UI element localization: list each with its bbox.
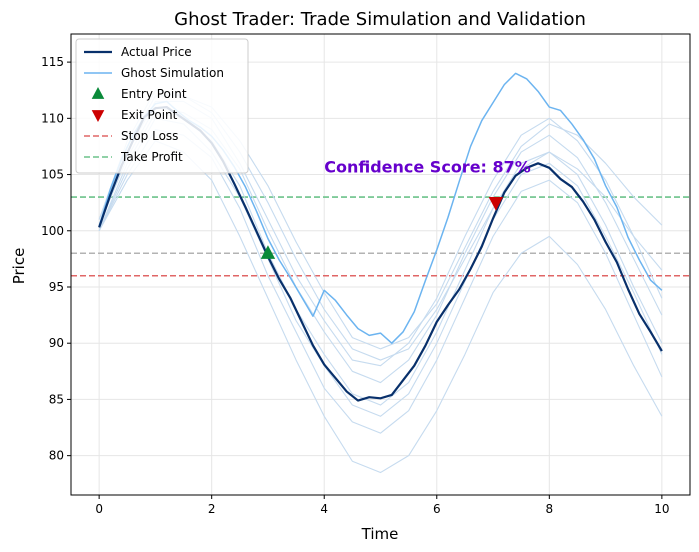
legend-label-stop-loss: Stop Loss xyxy=(121,129,178,143)
chart-title: Ghost Trader: Trade Simulation and Valid… xyxy=(174,9,586,30)
x-tick-label: 4 xyxy=(320,502,328,516)
exit-point-marker xyxy=(488,197,504,211)
grid xyxy=(71,34,690,495)
legend-label-take-profit: Take Profit xyxy=(120,150,183,164)
legend-label-actual-price: Actual Price xyxy=(121,45,192,59)
y-tick-label: 95 xyxy=(49,280,64,294)
legend-label-exit-point: Exit Point xyxy=(121,108,178,122)
legend-box xyxy=(75,38,249,174)
x-axis-label: Time xyxy=(361,525,399,543)
y-axis-label: Price xyxy=(10,248,28,285)
legend-swatch-entry-point xyxy=(91,87,105,99)
legend-label-entry-point: Entry Point xyxy=(121,87,187,101)
x-tick-label: 2 xyxy=(208,502,216,516)
y-tick-label: 80 xyxy=(49,449,64,463)
y-tick-label: 105 xyxy=(41,168,64,182)
x-tick-label: 10 xyxy=(654,502,669,516)
confidence-annotation: Confidence Score: 87% xyxy=(324,158,531,177)
y-tick-label: 110 xyxy=(41,111,64,125)
x-tick-label: 0 xyxy=(95,502,103,516)
y-tick-label: 90 xyxy=(49,336,64,350)
plot-frame xyxy=(70,33,691,496)
entry-point-marker xyxy=(260,245,276,259)
y-tick-label: 115 xyxy=(41,55,64,69)
ghost-path-line xyxy=(98,140,663,474)
x-tick-label: 8 xyxy=(545,502,553,516)
y-tick-label: 100 xyxy=(41,224,64,238)
legend-swatch-exit-point xyxy=(91,110,105,122)
reference-lines xyxy=(71,196,690,277)
legend: Actual Price Ghost Simulation Entry Point E… xyxy=(75,38,249,174)
axis-ticks: 0 2 4 6 8 10 80 85 90 95 100 105 110 115 xyxy=(41,55,669,516)
x-tick-label: 6 xyxy=(433,502,441,516)
legend-label-ghost-simulation: Ghost Simulation xyxy=(121,66,224,80)
markers xyxy=(260,197,504,259)
y-tick-label: 85 xyxy=(49,392,64,406)
